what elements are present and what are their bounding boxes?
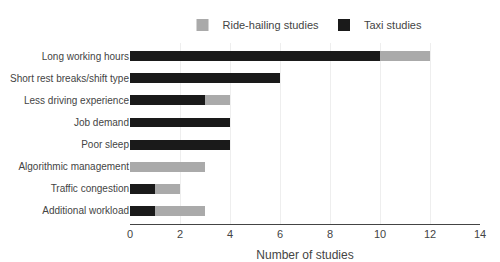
svg-text:Short rest breaks/shift type: Short rest breaks/shift type <box>10 73 129 84</box>
svg-text:0: 0 <box>127 228 133 240</box>
svg-text:10: 10 <box>374 228 386 240</box>
svg-text:Long working hours: Long working hours <box>42 51 129 62</box>
svg-text:2: 2 <box>177 228 183 240</box>
svg-text:Job demand: Job demand <box>74 117 129 128</box>
svg-text:8: 8 <box>327 228 333 240</box>
svg-text:14: 14 <box>474 228 486 240</box>
svg-text:4: 4 <box>227 228 233 240</box>
svg-text:Number of studies: Number of studies <box>256 248 353 262</box>
svg-text:Less driving experience: Less driving experience <box>24 95 129 106</box>
svg-text:Additional workload: Additional workload <box>42 205 129 216</box>
svg-text:Poor sleep: Poor sleep <box>81 139 129 150</box>
svg-text:Traffic congestion: Traffic congestion <box>51 183 129 194</box>
svg-text:6: 6 <box>277 228 283 240</box>
svg-text:12: 12 <box>424 228 436 240</box>
svg-text:Taxi studies: Taxi studies <box>364 19 422 31</box>
svg-text:Algorithmic management: Algorithmic management <box>18 161 129 172</box>
svg-text:Ride-hailing studies: Ride-hailing studies <box>223 19 319 31</box>
